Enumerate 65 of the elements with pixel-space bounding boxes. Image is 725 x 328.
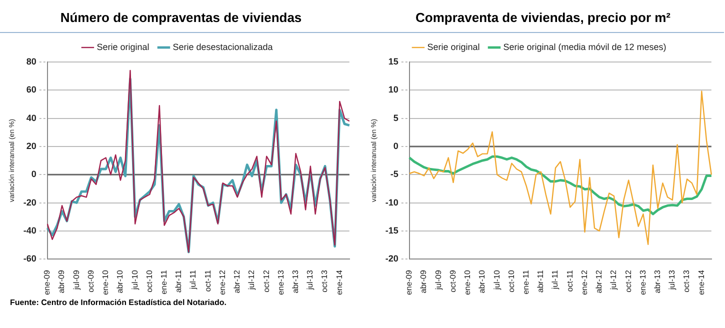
x-tick-label: jul-12 xyxy=(247,270,256,291)
x-tick-label: abr-13 xyxy=(291,270,300,294)
x-tick-label: ene-14 xyxy=(696,270,706,296)
y-tick-label: -20 xyxy=(23,197,36,208)
y-tick-label: -60 xyxy=(23,254,36,264)
y-tick-label: 10 xyxy=(388,84,398,95)
x-tick-label: jul-11 xyxy=(550,270,560,290)
y-tick-label: 5 xyxy=(393,112,398,123)
x-tick-label: abr-09 xyxy=(57,270,66,294)
x-tick-label: oct-12 xyxy=(624,270,633,292)
x-tick-label: ene-14 xyxy=(334,270,344,296)
x-tick-label: oct-09 xyxy=(86,270,96,292)
x-tick-label: ene-11 xyxy=(522,270,531,294)
x-tick-label: oct-11 xyxy=(565,270,574,292)
x-tick-label: abr-13 xyxy=(653,270,662,294)
x-tick-label: oct-10 xyxy=(506,270,516,292)
x-tick-label: oct-12 xyxy=(262,270,271,292)
x-tick-label: abr-12 xyxy=(232,270,242,294)
y-tick-label: 20 xyxy=(26,140,36,151)
x-tick-label: abr-10 xyxy=(116,270,125,294)
chart-title: Compraventa de viviendas, precio por m² xyxy=(362,10,724,33)
y-tick-label: 80 xyxy=(26,56,36,66)
y-tick-label: 15 xyxy=(388,56,398,66)
legend-label: Serie original xyxy=(96,42,150,52)
chart-title: Número de compraventas de viviendas xyxy=(0,10,362,33)
y-tick-label: -5 xyxy=(390,169,398,180)
x-tick-label: abr-09 xyxy=(419,270,428,294)
x-tick-label: oct-13 xyxy=(682,270,692,292)
x-tick-label: ene-10 xyxy=(463,270,472,296)
x-tick-label: jul-09 xyxy=(434,270,443,291)
x-tick-label: jul-10 xyxy=(130,270,140,291)
x-tick-label: abr-11 xyxy=(174,270,184,293)
x-tick-label: ene-09 xyxy=(404,270,414,296)
y-tick-label: -40 xyxy=(23,225,36,236)
y-tick-label: 0 xyxy=(393,140,398,151)
x-tick-label: ene-13 xyxy=(638,270,648,296)
legend-label: Serie desestacionalizada xyxy=(172,42,273,52)
legend-label: Serie original xyxy=(427,42,480,52)
y-tick-label: 60 xyxy=(26,84,36,95)
x-tick-label: jul-12 xyxy=(609,270,618,291)
x-tick-label: oct-11 xyxy=(203,270,212,292)
x-tick-label: ene-13 xyxy=(276,270,286,296)
x-tick-label: ene-09 xyxy=(42,270,52,296)
x-tick-label: oct-13 xyxy=(320,270,330,292)
x-tick-label: jul-11 xyxy=(188,270,198,290)
x-tick-label: jul-10 xyxy=(492,270,502,291)
source-note: Fuente: Centro de Información Estadística del Notariado. xyxy=(10,298,228,307)
x-tick-label: abr-11 xyxy=(536,270,546,293)
y-tick-label: -10 xyxy=(385,197,398,208)
x-tick-label: jul-13 xyxy=(306,270,315,291)
x-tick-label: abr-10 xyxy=(478,270,487,294)
x-tick-label: ene-12 xyxy=(218,270,227,296)
x-tick-label: abr-12 xyxy=(594,270,604,294)
y-tick-label: 0 xyxy=(31,169,36,180)
x-tick-label: oct-10 xyxy=(144,270,154,292)
y-tick-label: 40 xyxy=(26,112,36,123)
x-tick-label: ene-10 xyxy=(101,270,110,296)
legend-label: Serie original (media móvil de 12 meses) xyxy=(503,42,666,52)
x-tick-label: jul-13 xyxy=(668,270,677,291)
y-tick-label: -15 xyxy=(385,225,398,236)
x-tick-label: jul-09 xyxy=(72,270,81,291)
x-tick-label: ene-12 xyxy=(580,270,589,296)
x-tick-label: oct-09 xyxy=(448,270,458,292)
y-tick-label: -20 xyxy=(385,254,398,264)
x-tick-label: ene-11 xyxy=(160,270,169,294)
